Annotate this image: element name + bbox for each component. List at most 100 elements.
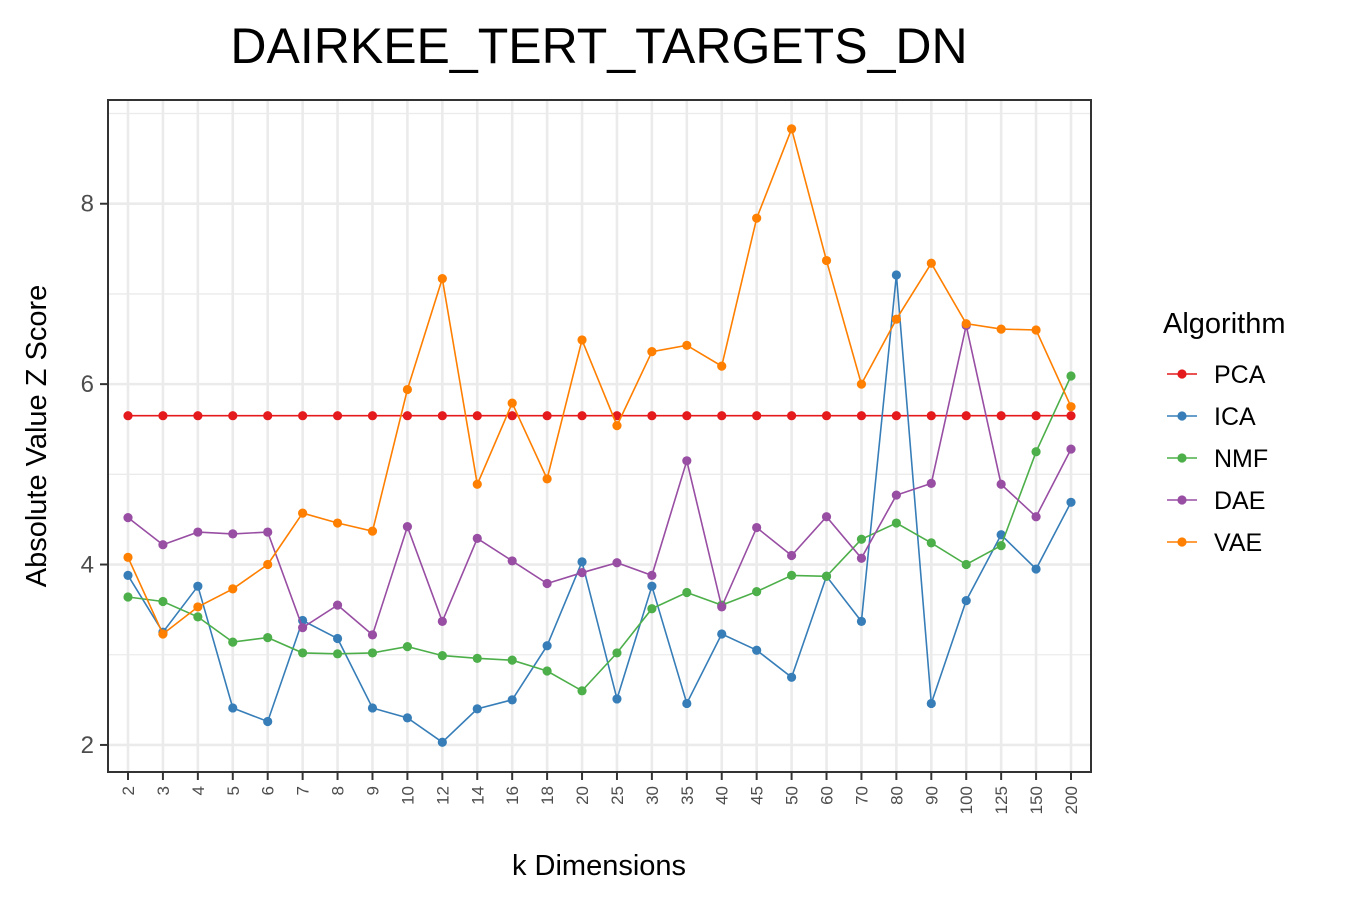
x-tick-label: 35 <box>678 786 697 805</box>
data-point-nmf <box>821 571 832 581</box>
data-point-pca <box>1066 411 1076 421</box>
data-point-ica <box>752 645 762 655</box>
data-point-dae <box>717 602 727 612</box>
data-point-nmf <box>437 651 447 661</box>
data-point-pca <box>298 411 308 421</box>
data-point-nmf <box>123 592 133 602</box>
x-tick-label: 150 <box>1027 786 1046 814</box>
data-point-vae <box>996 324 1006 334</box>
data-point-vae <box>158 629 168 639</box>
data-point-nmf <box>891 518 901 528</box>
data-point-ica <box>926 698 936 709</box>
data-point-nmf <box>1066 371 1076 381</box>
data-point-ica <box>647 581 657 591</box>
data-point-nmf <box>193 612 203 622</box>
x-tick-label: 8 <box>329 786 348 795</box>
data-point-nmf <box>402 642 413 652</box>
data-point-vae <box>472 479 482 489</box>
y-axis-title: Absolute Value Z Score <box>21 285 53 588</box>
x-tick-label: 10 <box>398 786 417 805</box>
data-point-dae <box>158 540 168 550</box>
data-point-vae <box>1066 402 1076 412</box>
x-tick-label: 14 <box>468 786 487 805</box>
data-point-ica <box>507 695 517 705</box>
data-point-nmf <box>577 686 587 696</box>
data-point-vae <box>856 379 867 389</box>
data-point-ica <box>332 633 343 644</box>
data-point-nmf <box>332 649 343 659</box>
x-tick-label: 80 <box>887 786 906 805</box>
data-point-pca <box>891 411 901 421</box>
data-point-nmf <box>856 534 867 544</box>
data-point-dae <box>228 529 238 539</box>
data-point-vae <box>437 273 447 284</box>
data-point-ica <box>193 581 203 591</box>
data-point-ica <box>263 716 273 727</box>
data-point-pca <box>123 411 133 421</box>
data-point-vae <box>821 255 832 266</box>
x-tick-label: 2 <box>119 786 138 795</box>
data-point-dae <box>682 456 692 466</box>
data-point-pca <box>786 411 797 421</box>
x-tick-label: 20 <box>573 786 592 805</box>
data-point-pca <box>717 411 727 421</box>
data-point-nmf <box>263 633 273 643</box>
x-tick-label: 18 <box>538 786 557 805</box>
x-tick-label: 3 <box>154 786 173 795</box>
legend-label-vae: VAE <box>1214 529 1262 557</box>
data-point-vae <box>786 124 797 134</box>
y-tick-label: 8 <box>81 191 94 218</box>
data-point-pca <box>228 411 238 421</box>
y-tick-label: 6 <box>81 371 94 398</box>
data-point-ica <box>1066 497 1076 507</box>
x-tick-label: 7 <box>294 786 313 795</box>
legend-label-ica: ICA <box>1214 403 1256 431</box>
data-point-dae <box>402 522 413 532</box>
x-tick-label: 16 <box>503 786 522 805</box>
x-tick-label: 9 <box>363 786 382 795</box>
series-line-nmf <box>127 375 1072 692</box>
data-point-dae <box>367 630 378 640</box>
data-point-vae <box>367 526 378 536</box>
data-point-pca <box>856 411 867 421</box>
data-point-vae <box>926 258 936 268</box>
legend-key-point-ica <box>1177 411 1187 421</box>
data-point-ica <box>717 629 727 639</box>
data-point-vae <box>298 508 308 518</box>
data-point-dae <box>752 522 762 533</box>
data-point-ica <box>961 596 971 606</box>
data-point-nmf <box>647 604 657 614</box>
data-point-vae <box>612 421 622 431</box>
data-point-vae <box>961 319 971 329</box>
data-point-vae <box>682 340 692 350</box>
x-tick-label: 4 <box>189 786 208 795</box>
data-point-dae <box>332 600 343 610</box>
y-axis: 2 4 6 8 <box>81 191 108 759</box>
data-point-dae <box>193 527 203 537</box>
data-point-pca <box>263 411 273 421</box>
legend-key-point-dae <box>1177 495 1187 505</box>
data-point-pca <box>437 411 447 421</box>
data-point-nmf <box>682 587 692 598</box>
x-tick-label: 60 <box>818 786 837 805</box>
data-point-ica <box>472 704 482 714</box>
data-point-ica <box>1031 564 1041 574</box>
data-point-pca <box>996 411 1006 421</box>
data-point-vae <box>123 552 133 562</box>
data-point-ica <box>786 672 797 682</box>
x-tick-label: 12 <box>433 786 452 805</box>
data-point-dae <box>1031 512 1041 522</box>
x-axis-title: k Dimensions <box>512 850 686 882</box>
data-point-dae <box>786 550 797 561</box>
chart-title: DAIRKEE_TERT_TARGETS_DN <box>230 18 967 74</box>
data-point-dae <box>647 570 657 580</box>
data-point-nmf <box>612 648 622 658</box>
data-point-pca <box>332 411 343 421</box>
data-point-vae <box>577 335 587 345</box>
data-point-dae <box>996 479 1006 489</box>
data-point-pca <box>926 411 936 421</box>
legend-key-point-pca <box>1177 369 1187 379</box>
data-point-pca <box>542 411 552 421</box>
series-line-vae <box>127 126 1072 636</box>
data-point-vae <box>263 559 273 570</box>
